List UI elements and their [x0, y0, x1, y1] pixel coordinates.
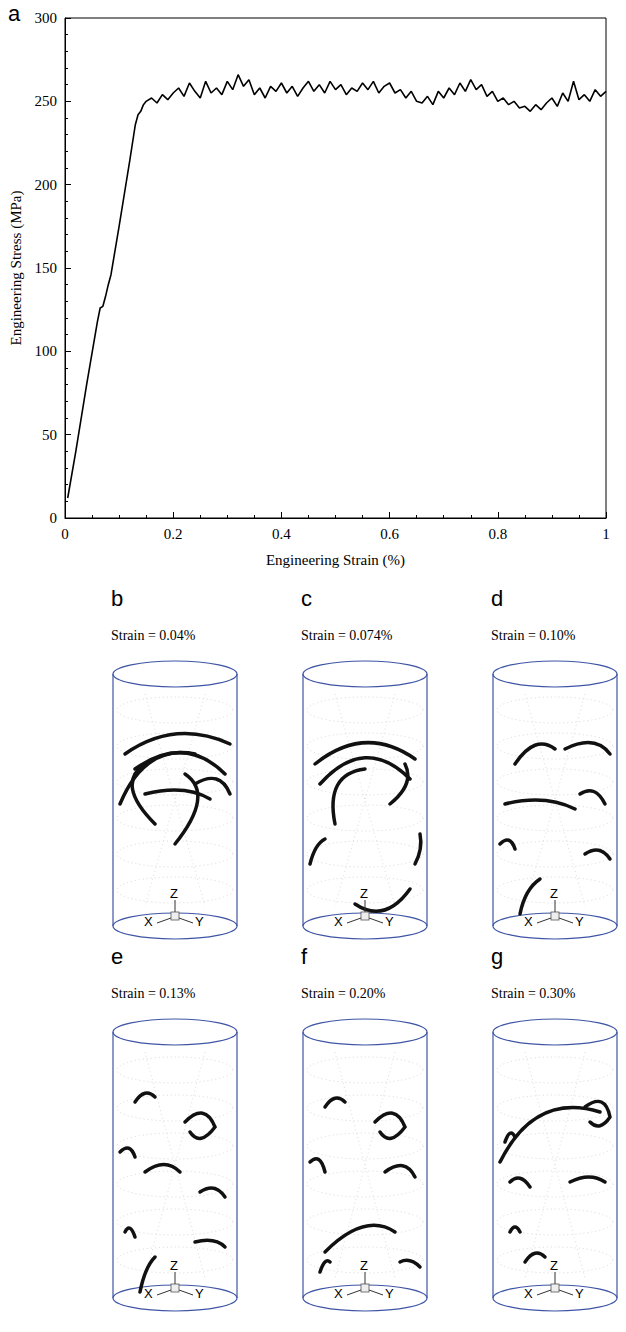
svg-text:0.2: 0.2: [164, 526, 183, 542]
svg-text:Strain = 0.04%: Strain = 0.04%: [111, 628, 196, 643]
svg-text:e: e: [111, 944, 123, 969]
svg-text:0: 0: [61, 526, 69, 542]
svg-text:X: X: [524, 914, 533, 929]
svg-text:c: c: [301, 586, 312, 611]
svg-text:Y: Y: [575, 1286, 584, 1301]
svg-text:Z: Z: [550, 886, 558, 901]
svg-text:b: b: [111, 586, 123, 611]
svg-text:Y: Y: [385, 914, 394, 929]
svg-text:X: X: [144, 914, 153, 929]
svg-text:250: 250: [35, 93, 58, 109]
svg-text:300: 300: [35, 10, 58, 26]
svg-text:f: f: [301, 944, 308, 969]
svg-text:X: X: [334, 1286, 343, 1301]
svg-text:0.8: 0.8: [488, 526, 507, 542]
svg-text:150: 150: [35, 260, 58, 276]
svg-text:Engineering Strain (%): Engineering Strain (%): [266, 552, 405, 569]
svg-text:Z: Z: [550, 1258, 558, 1273]
svg-text:a: a: [8, 1, 21, 26]
svg-text:0: 0: [50, 510, 58, 526]
svg-text:Strain = 0.30%: Strain = 0.30%: [491, 986, 576, 1001]
svg-text:Strain = 0.10%: Strain = 0.10%: [491, 628, 576, 643]
svg-text:Y: Y: [195, 914, 204, 929]
svg-text:d: d: [491, 586, 503, 611]
svg-text:Z: Z: [360, 1258, 368, 1273]
svg-text:g: g: [491, 944, 503, 969]
svg-text:Y: Y: [385, 1286, 394, 1301]
svg-text:Z: Z: [170, 886, 178, 901]
svg-text:100: 100: [35, 343, 58, 359]
svg-text:Y: Y: [195, 1286, 204, 1301]
svg-text:0.6: 0.6: [380, 526, 399, 542]
svg-text:Z: Z: [360, 886, 368, 901]
svg-text:0.4: 0.4: [272, 526, 291, 542]
svg-text:X: X: [334, 914, 343, 929]
svg-text:1: 1: [602, 526, 610, 542]
svg-text:Strain = 0.074%: Strain = 0.074%: [301, 628, 393, 643]
svg-text:Strain = 0.20%: Strain = 0.20%: [301, 986, 386, 1001]
svg-text:Y: Y: [575, 914, 584, 929]
svg-text:Strain = 0.13%: Strain = 0.13%: [111, 986, 196, 1001]
svg-text:X: X: [144, 1286, 153, 1301]
svg-text:200: 200: [35, 177, 58, 193]
svg-text:Engineering Stress (MPa): Engineering Stress (MPa): [8, 191, 25, 346]
svg-text:Z: Z: [170, 1258, 178, 1273]
svg-text:50: 50: [42, 427, 57, 443]
svg-text:X: X: [524, 1286, 533, 1301]
